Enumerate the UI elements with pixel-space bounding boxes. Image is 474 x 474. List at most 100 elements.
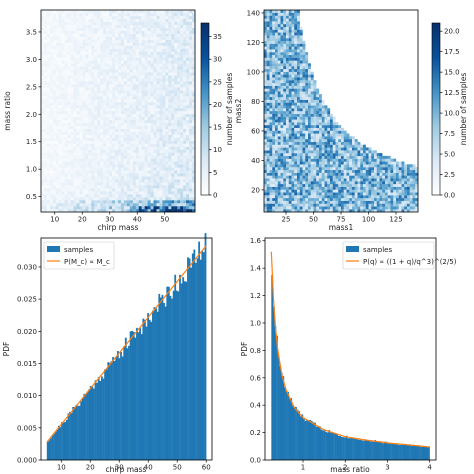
heatmap-cell — [43, 75, 48, 79]
heatmap-cell — [324, 186, 328, 190]
heatmap-cell — [41, 108, 45, 112]
heatmap-cell — [118, 197, 122, 201]
heatmap-cell — [135, 87, 139, 91]
heatmap-cell — [109, 96, 113, 100]
heatmap-cell — [97, 21, 101, 25]
heatmap-cell — [150, 116, 154, 121]
heatmap-cell — [286, 164, 289, 168]
heatmap-cell — [266, 46, 270, 50]
heatmap-cell — [297, 203, 300, 207]
heatmap-cell — [180, 93, 184, 97]
heatmap-cell — [310, 172, 314, 176]
heatmap-cell — [168, 143, 172, 147]
heatmap-cell — [189, 12, 193, 17]
heatmap-cell — [156, 140, 160, 144]
heatmap-cell — [112, 111, 116, 115]
heatmap-cell — [180, 119, 184, 124]
heatmap-cell — [58, 155, 62, 159]
heatmap-cell — [70, 170, 74, 174]
heatmap-cell — [302, 161, 306, 165]
heatmap-cell — [70, 63, 74, 67]
heatmap-cell — [150, 72, 154, 76]
heatmap-cell — [88, 57, 92, 61]
heatmap-cell — [70, 75, 74, 79]
heatmap-cell — [129, 75, 133, 79]
heatmap-cell — [156, 105, 160, 109]
heatmap-cell — [41, 36, 45, 40]
heatmap-cell — [297, 144, 300, 148]
heatmap-cell — [180, 191, 184, 195]
heatmap-cell — [112, 78, 116, 82]
heatmap-cell — [165, 200, 169, 204]
heatmap-cell — [41, 96, 45, 100]
heatmap-cell — [144, 191, 148, 195]
heatmap-cell — [49, 63, 53, 67]
heatmap-cell — [299, 122, 303, 126]
heatmap-cell — [129, 96, 133, 100]
heatmap-cell — [177, 185, 181, 189]
heatmap-cell — [55, 155, 59, 159]
heatmap-cell — [67, 15, 71, 20]
heatmap-cell — [112, 90, 116, 94]
heatmap-cell — [297, 66, 300, 70]
heatmap-cell — [174, 102, 178, 106]
heatmap-cell — [109, 66, 113, 70]
heatmap-cell — [126, 116, 130, 121]
heatmap-cell — [192, 102, 196, 106]
heatmap-cell — [55, 93, 59, 97]
heatmap-cell — [61, 99, 65, 103]
heatmap-cell — [43, 42, 48, 46]
heatmap-cell — [61, 194, 65, 198]
heatmap-cell — [91, 161, 95, 165]
heatmap-cell — [100, 45, 104, 49]
heatmap-cell — [183, 51, 187, 55]
heatmap-cell — [49, 146, 53, 150]
heatmap-cell — [174, 15, 178, 20]
heatmap-cell — [180, 96, 184, 100]
heatmap-cell — [82, 203, 86, 207]
heatmap-cell — [150, 185, 154, 189]
heatmap-cell — [61, 164, 65, 168]
heatmap-cell — [41, 69, 45, 73]
heatmap-cell — [266, 80, 270, 84]
heatmap-cell — [106, 63, 110, 67]
heatmap-cell — [55, 24, 59, 28]
heatmap-cell — [305, 68, 309, 72]
heatmap-cell — [73, 33, 77, 37]
heatmap-cell — [43, 122, 48, 126]
heatmap-cell — [52, 96, 56, 100]
heatmap-cell — [153, 146, 157, 150]
heatmap-cell — [266, 96, 270, 100]
heatmap-cell — [132, 99, 136, 103]
heatmap-cell — [302, 91, 306, 95]
heatmap-cell — [183, 87, 187, 91]
heatmap-cell — [94, 51, 98, 55]
heatmap-cell — [67, 185, 71, 189]
heatmap-cell — [91, 12, 95, 17]
heatmap-cell — [299, 88, 303, 92]
heatmap-cell — [147, 33, 151, 37]
heatmap-cell — [162, 72, 166, 76]
heatmap-cell — [103, 209, 107, 213]
heatmap-cell — [150, 197, 154, 201]
heatmap-cell — [280, 189, 284, 193]
heatmap-cell — [55, 206, 59, 210]
heatmap-cell — [79, 102, 83, 106]
heatmap-cell — [64, 42, 68, 46]
heatmap-cell — [138, 158, 142, 162]
heatmap-cell — [52, 45, 56, 49]
heatmap-cell — [144, 51, 148, 55]
heatmap-cell — [79, 131, 83, 135]
heatmap-cell — [180, 72, 184, 76]
heatmap-cell — [183, 81, 187, 85]
heatmap-cell — [186, 12, 190, 17]
heatmap-cell — [150, 188, 154, 192]
heatmap-cell — [46, 164, 51, 168]
heatmap-cell — [70, 155, 74, 159]
heatmap-cell — [313, 125, 317, 128]
heatmap-cell — [115, 209, 119, 213]
heatmap-cell — [115, 18, 119, 23]
heatmap-cell — [109, 18, 113, 23]
heatmap-cell — [302, 172, 306, 176]
heatmap-cell — [286, 150, 289, 154]
